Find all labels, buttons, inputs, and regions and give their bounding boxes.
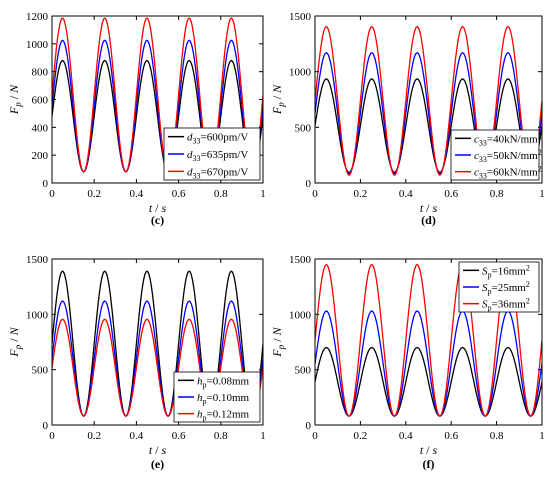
legend-entry-0: c33=40kN/mm2 xyxy=(474,131,542,147)
series-line-2 xyxy=(315,25,542,177)
x-tick-label: 0.8 xyxy=(490,430,504,442)
legend-entry-1: c33=50kN/mm2 xyxy=(474,148,542,164)
legend: hp=0.08mm hp=0.10mm hp=0.12mm xyxy=(173,371,261,423)
chart-panel-0: 0 200 400 600 800 1000 1200 0 0.2 0.4 0.6 0.8 1 t / s… xyxy=(7,11,266,227)
x-tick-label: 0.4 xyxy=(399,430,413,442)
y-tick-label: 400 xyxy=(32,122,49,134)
y-tick-label: 0 xyxy=(43,178,49,190)
y-tick-label: 1500 xyxy=(289,11,312,23)
x-tick-label: 0.2 xyxy=(354,430,368,442)
y-tick-label: 1000 xyxy=(289,67,312,79)
y-tick-label: 200 xyxy=(32,150,49,162)
x-tick-label: 0.8 xyxy=(490,188,504,200)
panel-label: (e) xyxy=(151,457,164,471)
chart-panel-3: 0 500 1000 1500 0 0.2 0.4 0.6 0.8 1 t / s Fp / N Sp=… xyxy=(270,254,545,471)
x-tick-label: 1 xyxy=(260,188,266,200)
x-tick-label: 0.6 xyxy=(172,188,186,200)
y-axis-label: Fp / N xyxy=(7,326,23,357)
x-tick-label: 0 xyxy=(49,430,55,442)
legend-entry-0: Sp=16mm2 xyxy=(482,263,530,279)
legend-entry-1: Sp=25mm2 xyxy=(482,280,530,296)
x-tick-label: 0.2 xyxy=(354,188,368,200)
y-tick-label: 0 xyxy=(306,420,312,432)
legend-entry-0: d33=600pm/V xyxy=(187,132,248,146)
x-tick-label: 0.4 xyxy=(130,188,144,200)
y-tick-label: 800 xyxy=(32,67,49,79)
y-tick-label: 600 xyxy=(32,95,49,107)
y-tick-label: 1000 xyxy=(26,39,49,51)
series-line-2 xyxy=(52,17,263,173)
x-axis-label: t / s xyxy=(149,201,167,215)
y-tick-label: 500 xyxy=(295,122,312,134)
x-tick-label: 0.6 xyxy=(444,430,458,442)
x-tick-label: 1 xyxy=(260,430,266,442)
legend-entry-2: hp=0.12mm xyxy=(197,409,250,423)
legend: d33=600pm/V d33=635pm/V d33=670pm/V xyxy=(163,127,261,181)
plot-frame xyxy=(314,258,543,426)
y-tick-label: 1000 xyxy=(26,309,49,321)
panel-label: (d) xyxy=(421,213,436,227)
x-axis-label: t / s xyxy=(420,201,438,215)
x-tick-label: 0.8 xyxy=(214,430,228,442)
y-tick-label: 1500 xyxy=(289,254,312,266)
x-tick-label: 0 xyxy=(49,188,55,200)
panel-label: (f) xyxy=(423,457,435,471)
series-line-2 xyxy=(52,318,263,417)
legend-entry-1: d33=635pm/V xyxy=(187,149,248,163)
y-axis-label: Fp / N xyxy=(270,84,286,115)
x-tick-label: 0.4 xyxy=(399,188,413,200)
y-tick-label: 0 xyxy=(306,178,312,190)
x-tick-label: 0 xyxy=(312,430,318,442)
legend-entry-2: c33=60kN/mm2 xyxy=(474,165,542,181)
y-axis-label: Fp / N xyxy=(7,84,23,115)
plot-frame xyxy=(314,15,543,184)
x-tick-label: 1 xyxy=(539,430,545,442)
plot-frame xyxy=(51,258,264,426)
chart-panel-2: 0 500 1000 1500 0 0.2 0.4 0.6 0.8 1 t / s Fp / N hp=… xyxy=(7,254,266,471)
y-tick-label: 1000 xyxy=(289,309,312,321)
x-axis-label: t / s xyxy=(149,443,167,457)
chart-panel-1: 0 500 1000 1500 0 0.2 0.4 0.6 0.8 1 t / s Fp / N c33… xyxy=(270,11,545,227)
x-tick-label: 0.2 xyxy=(87,430,101,442)
legend-entry-0: hp=0.08mm xyxy=(197,375,250,389)
y-tick-label: 500 xyxy=(32,365,49,377)
y-tick-label: 1200 xyxy=(26,11,49,23)
y-tick-label: 0 xyxy=(43,420,49,432)
y-tick-label: 1500 xyxy=(26,254,49,266)
x-tick-label: 0 xyxy=(312,188,318,200)
legend-entry-2: d33=670pm/V xyxy=(187,166,248,180)
series-line-1 xyxy=(315,310,542,417)
legend-entry-2: Sp=36mm2 xyxy=(482,297,530,313)
series-line-0 xyxy=(315,346,542,417)
panel-label: (c) xyxy=(151,213,164,227)
legend-entry-1: hp=0.10mm xyxy=(197,392,250,406)
y-axis-label: Fp / N xyxy=(270,326,286,357)
x-tick-label: 0.8 xyxy=(214,188,228,200)
y-tick-label: 500 xyxy=(295,365,312,377)
x-tick-label: 0.4 xyxy=(130,430,144,442)
x-axis-label: t / s xyxy=(420,443,438,457)
x-tick-label: 1 xyxy=(539,188,545,200)
x-tick-label: 0.6 xyxy=(444,188,458,200)
x-tick-label: 0.2 xyxy=(87,188,101,200)
x-tick-label: 0.6 xyxy=(172,430,186,442)
